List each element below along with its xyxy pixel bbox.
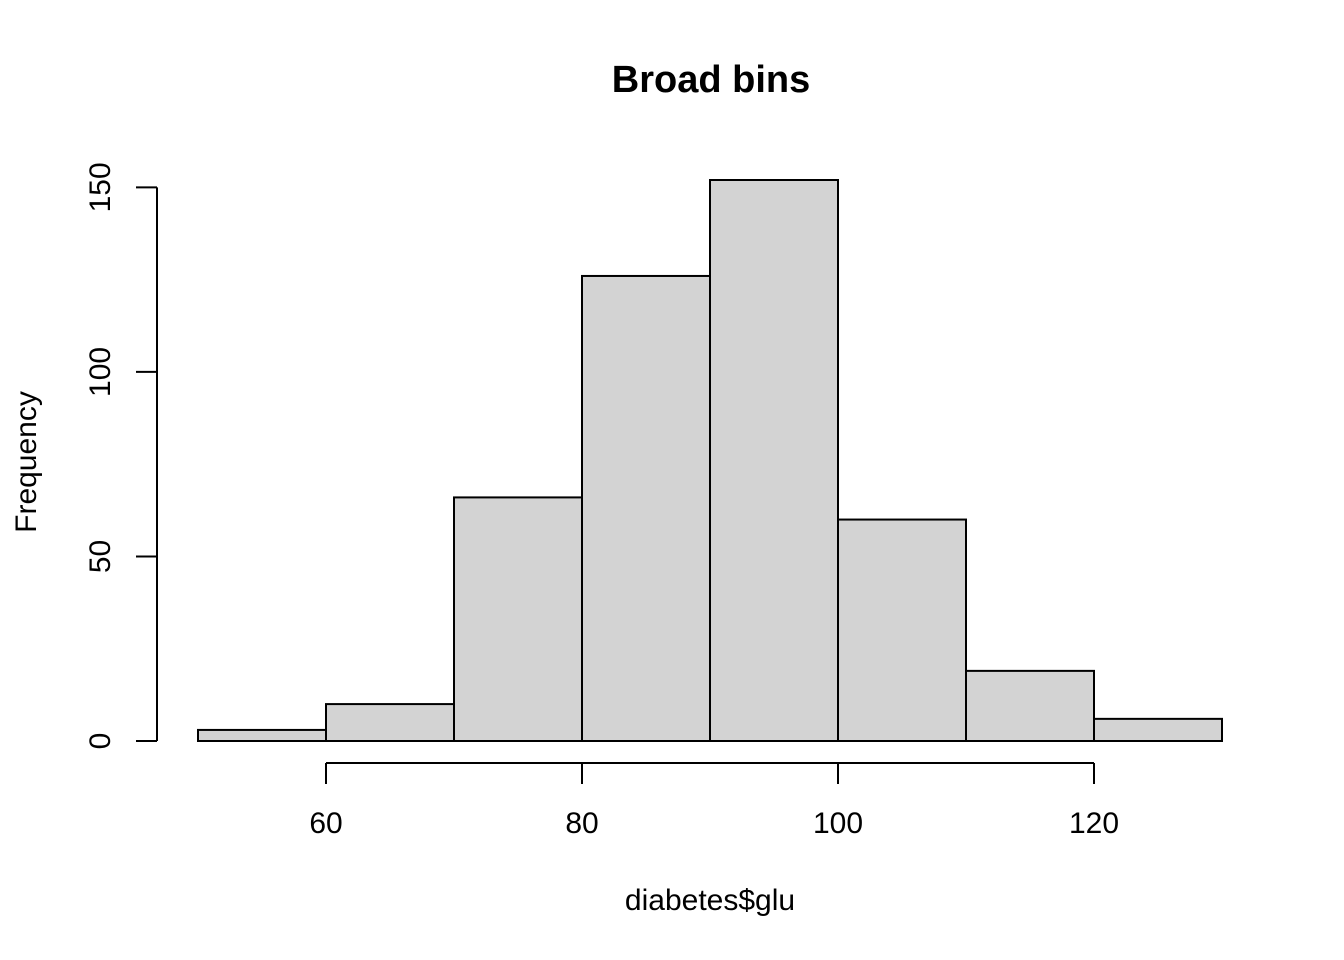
histogram-bar-6	[837, 518, 967, 742]
x-tick-label: 120	[1069, 807, 1119, 840]
chart-title: Broad bins	[612, 59, 810, 101]
y-tick-label: 100	[84, 347, 117, 397]
x-tick-label: 100	[813, 807, 863, 840]
y-tick-label: 0	[84, 733, 117, 750]
x-tick-label: 80	[565, 807, 598, 840]
y-tick-label: 150	[84, 162, 117, 212]
x-axis-label: diabetes$glu	[625, 884, 795, 917]
y-tick-label: 50	[84, 540, 117, 573]
histogram-bar-3	[453, 496, 583, 742]
histogram-bar-4	[581, 274, 711, 742]
histogram-bar-8	[1093, 717, 1223, 743]
histogram-bar-1	[197, 728, 327, 742]
x-tick-label: 60	[309, 807, 342, 840]
y-axis: 0 50 100 150	[84, 162, 158, 750]
histogram-bar-5	[709, 179, 839, 742]
bars-group	[197, 179, 1223, 743]
y-axis-label: Frequency	[10, 391, 43, 533]
x-axis: 60 80 100 120	[309, 762, 1119, 840]
histogram-bar-2	[325, 703, 455, 742]
histogram-bar-7	[965, 669, 1095, 742]
